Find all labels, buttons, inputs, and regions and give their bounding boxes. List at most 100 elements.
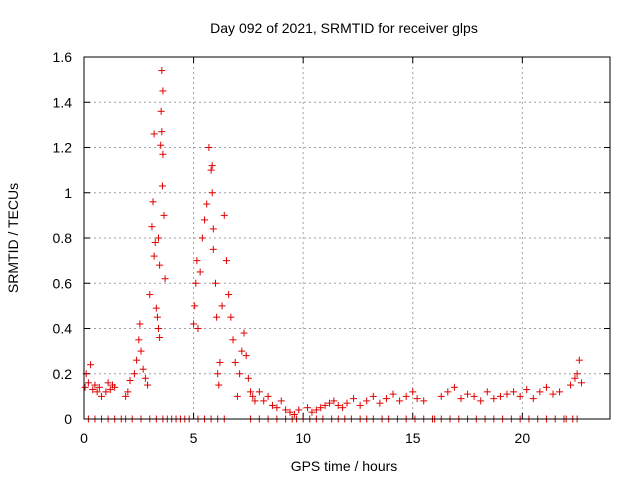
y-tick-label: 0.8 xyxy=(53,230,73,246)
data-point xyxy=(150,130,158,138)
y-tick-label: 0 xyxy=(64,411,72,427)
data-point xyxy=(330,397,338,405)
data-point xyxy=(308,408,316,416)
data-point xyxy=(155,325,163,332)
data-point xyxy=(149,198,157,206)
x-tick-label: 0 xyxy=(80,430,88,446)
data-point xyxy=(212,279,219,287)
data-point xyxy=(363,397,371,405)
data-point xyxy=(277,397,285,405)
data-point xyxy=(483,388,491,396)
data-point xyxy=(214,370,222,378)
data-point xyxy=(158,182,166,190)
data-point xyxy=(213,313,221,321)
data-point xyxy=(273,404,281,412)
data-point xyxy=(156,334,164,342)
data-point xyxy=(229,336,237,344)
y-tick-label: 0.4 xyxy=(53,321,73,337)
data-point xyxy=(159,87,167,95)
data-point xyxy=(209,225,217,233)
chart-title: Day 092 of 2021, SRMTID for receiver glp… xyxy=(210,20,478,36)
data-point xyxy=(231,358,239,366)
y-tick-label: 1.2 xyxy=(53,140,73,156)
data-point xyxy=(161,275,169,283)
data-point xyxy=(413,395,421,403)
data-point xyxy=(389,390,397,398)
data-point xyxy=(578,379,586,387)
data-point xyxy=(242,352,250,360)
data-point xyxy=(159,150,167,158)
data-point xyxy=(264,392,272,400)
data-point xyxy=(225,291,233,299)
data-point xyxy=(122,392,130,400)
data-point xyxy=(249,392,257,400)
data-point xyxy=(312,406,320,414)
data-point xyxy=(536,388,544,396)
data-point xyxy=(334,401,342,409)
data-point xyxy=(208,162,216,170)
data-point xyxy=(496,392,504,400)
data-point xyxy=(126,377,134,385)
data-point xyxy=(477,397,485,405)
y-tick-label: 1.4 xyxy=(53,94,73,110)
grid-layer xyxy=(84,57,610,419)
data-point xyxy=(556,388,564,396)
data-point xyxy=(304,404,312,412)
plot-frame xyxy=(83,56,611,420)
data-point xyxy=(450,383,458,391)
data-point xyxy=(325,399,333,407)
data-point xyxy=(148,223,156,231)
data-point xyxy=(290,410,298,418)
data-point xyxy=(420,397,428,405)
data-point xyxy=(102,388,110,396)
data-point xyxy=(542,383,550,391)
x-tick-label: 5 xyxy=(190,430,198,446)
data-point xyxy=(215,381,223,389)
data-point xyxy=(111,383,119,391)
data-point xyxy=(457,395,465,403)
data-point xyxy=(152,304,160,312)
x-axis-title: GPS time / hours xyxy=(291,458,398,474)
data-point xyxy=(233,392,241,400)
data-point xyxy=(196,268,204,276)
data-point xyxy=(158,67,166,75)
data-point xyxy=(238,347,246,355)
data-point xyxy=(106,386,114,394)
x-tick-label: 15 xyxy=(405,430,421,446)
data-point xyxy=(240,329,248,337)
y-tick-label: 0.2 xyxy=(53,366,73,382)
data-point xyxy=(207,166,215,174)
data-point xyxy=(158,128,166,136)
data-point xyxy=(155,234,163,242)
data-point xyxy=(150,252,158,260)
data-point xyxy=(93,388,101,396)
data-point xyxy=(218,302,226,310)
data-point xyxy=(350,395,358,403)
x-tick-label: 20 xyxy=(515,430,531,446)
data-point xyxy=(194,325,202,332)
data-point xyxy=(343,399,351,407)
data-point xyxy=(136,320,144,328)
data-point xyxy=(247,388,255,396)
data-point xyxy=(321,401,329,409)
data-point xyxy=(130,370,138,378)
data-point xyxy=(567,381,575,389)
data-point xyxy=(260,397,268,405)
data-point xyxy=(208,189,216,197)
data-point xyxy=(571,374,579,382)
data-point xyxy=(98,392,106,400)
data-point xyxy=(156,261,164,269)
data-point xyxy=(409,388,417,396)
data-point xyxy=(146,291,154,299)
data-point xyxy=(209,245,217,253)
data-point xyxy=(503,390,511,398)
data-point xyxy=(382,395,390,403)
data-points xyxy=(81,67,586,423)
data-point xyxy=(549,390,557,398)
data-point xyxy=(444,388,452,396)
data-point xyxy=(268,401,276,409)
data-point xyxy=(244,374,252,382)
data-point xyxy=(251,397,259,405)
data-point xyxy=(523,386,531,394)
data-point xyxy=(575,356,583,364)
